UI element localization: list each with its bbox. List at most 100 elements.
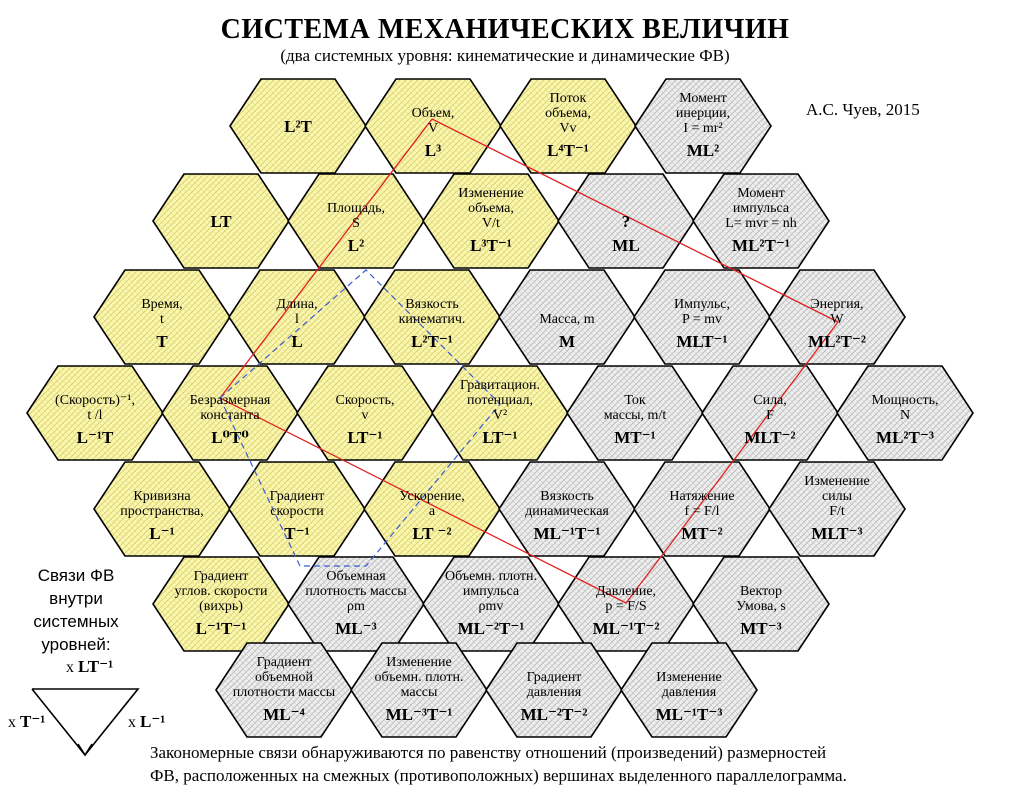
footer-line: ФВ, расположенных на смежных (противопол… xyxy=(150,766,847,785)
hexagon-label: Энергия, xyxy=(810,297,863,312)
hexagon-label: ρm xyxy=(347,599,365,614)
hexagon-text-time: Время,tT xyxy=(141,297,182,351)
hexagon-text-acceleration: Ускорение,a LT ⁻² xyxy=(399,489,464,543)
hexagon-label: Поток xyxy=(550,91,587,106)
hexagon-label: Гравитацион. xyxy=(460,378,540,393)
hexagon-dimension: ML xyxy=(612,236,639,255)
hexagon-label: I = mr² xyxy=(683,121,722,136)
hexagon-dimension: ML⁻⁴ xyxy=(263,705,304,724)
hexagon-label: Скорость, xyxy=(336,393,395,408)
hexagon-label: Длина, xyxy=(276,297,317,312)
hexagon-label: Объемная xyxy=(326,569,386,584)
hexagon-label: a xyxy=(429,504,436,519)
hexagon-label: объемной xyxy=(255,670,314,685)
hexagon-label: Мощность, xyxy=(872,393,939,408)
hexagon-label: Давление, xyxy=(596,584,656,599)
hexagon-text-lt: LT xyxy=(210,212,232,231)
legend-line: уровней: xyxy=(41,635,111,654)
hexagon-dimension: L⁻¹ xyxy=(149,524,174,543)
hexagon-label: Вязкость xyxy=(405,297,458,312)
hexagon-text-force: Сила,F MLT⁻² xyxy=(744,393,795,447)
hexagon-dimension: MLT⁻¹ xyxy=(676,332,727,351)
hexagon-dimension: LT⁻¹ xyxy=(482,428,517,447)
page-title: СИСТЕМА МЕХАНИЧЕСКИХ ВЕЛИЧИН xyxy=(220,14,790,45)
hexagon-text-power: Мощность,N ML²T⁻³ xyxy=(872,393,939,447)
hexagon-label: t /l xyxy=(87,408,102,423)
hexagon-label: Вязкость xyxy=(540,489,593,504)
hexagon-dimension: LT ⁻² xyxy=(412,524,451,543)
hexagon-label: Изменение xyxy=(386,655,451,670)
blue-dashed-parallelogram xyxy=(219,269,501,567)
hexagon-text-speed: Скорость,v LT⁻¹ xyxy=(336,393,395,447)
footer-line: Закономерные связи обнаруживаются по рав… xyxy=(150,743,827,762)
legend-right-prefix: x xyxy=(128,714,136,731)
hexagon-text-inverse-speed: (Скорость)⁻¹,t /l L⁻¹T xyxy=(55,393,135,447)
hexagon-dimension: L³T⁻¹ xyxy=(470,236,512,255)
hexagon-label: плотность массы xyxy=(305,584,407,599)
hexagon-label: импульса xyxy=(733,201,790,216)
legend-left-prefix: x xyxy=(8,714,16,731)
hexagon-dimension: MT⁻³ xyxy=(740,619,781,638)
hexagon-label: Объем, xyxy=(412,106,455,121)
hexagon-label: Кривизна xyxy=(133,489,191,504)
hexagon-label: силы xyxy=(822,489,853,504)
legend-line: Связи ФВ xyxy=(37,566,115,585)
hexagon-text-mass: Масса, m M xyxy=(539,312,594,351)
hexagon-label: Вектор xyxy=(740,584,782,599)
hexagon-label: L= mvr = nh xyxy=(725,216,796,231)
hexagon-label: динамическая xyxy=(525,504,609,519)
hexagon-label: скорости xyxy=(270,504,324,519)
hexagon-label: объема, xyxy=(468,201,514,216)
hexagon-label: l xyxy=(295,312,299,327)
hexagon-text-length: Длина,lL xyxy=(276,297,317,351)
hexagon-label: объема, xyxy=(545,106,591,121)
hexagon-label: Безразмерная xyxy=(190,393,271,408)
hexagon-dimension: ML⁻¹T⁻¹ xyxy=(534,524,601,543)
hexagon-label: потенциал, xyxy=(467,393,533,408)
legend-line: системных xyxy=(33,612,119,631)
hexagon-pressure-change xyxy=(620,642,758,738)
hexagon-dimension: L⁻¹T xyxy=(77,428,114,447)
hexagon-label: Vv xyxy=(559,121,576,136)
hexagon-label: F/t xyxy=(829,504,845,519)
hexagon-label: Градиент xyxy=(257,655,312,670)
hexagon-label: W xyxy=(830,312,844,327)
hexagon-dimension: T xyxy=(156,332,168,351)
hexagon-dimension: T⁻¹ xyxy=(284,524,309,543)
hexagon-label: углов. скорости xyxy=(174,584,268,599)
hexagon-dimension: ML⁻²T⁻² xyxy=(521,705,588,724)
hexagon-dimension: ML²T⁻² xyxy=(808,332,866,351)
hexagon-label: давления xyxy=(662,685,717,700)
hexagon-dimension: MLT⁻² xyxy=(744,428,795,447)
hexagon-label: V xyxy=(428,121,438,136)
hexagon-label: Натяжение xyxy=(669,489,734,504)
hexagon-dimension: L⁴T⁻¹ xyxy=(547,141,589,160)
hexagon-label: Сила, xyxy=(753,393,787,408)
hexagon-label: p = F/S xyxy=(605,599,646,614)
hexagon-label: массы, m/t xyxy=(604,408,667,423)
legend-left-label: x T⁻¹ xyxy=(8,712,45,732)
hexagon-text-pressure: Давление,p = F/S ML⁻¹T⁻² xyxy=(593,584,660,638)
hexagon-text-energy: Энергия,W ML²T⁻² xyxy=(808,297,866,351)
hexagon-label: Умова, s xyxy=(736,599,786,614)
page-subtitle: (два системных уровня: кинематические и … xyxy=(280,46,730,65)
hexagon-label: S xyxy=(352,216,360,231)
hexagon-label: Момент xyxy=(737,186,785,201)
hexagon-label: Масса, m xyxy=(539,312,594,327)
hexagon-dimension: MT⁻¹ xyxy=(614,428,655,447)
hexagon-label: Изменение xyxy=(458,186,523,201)
hexagon-text-area: Площадь,S L² xyxy=(327,201,385,255)
hexagon-dimension: ML² xyxy=(687,141,719,160)
hexagon-label: ? xyxy=(622,212,631,231)
